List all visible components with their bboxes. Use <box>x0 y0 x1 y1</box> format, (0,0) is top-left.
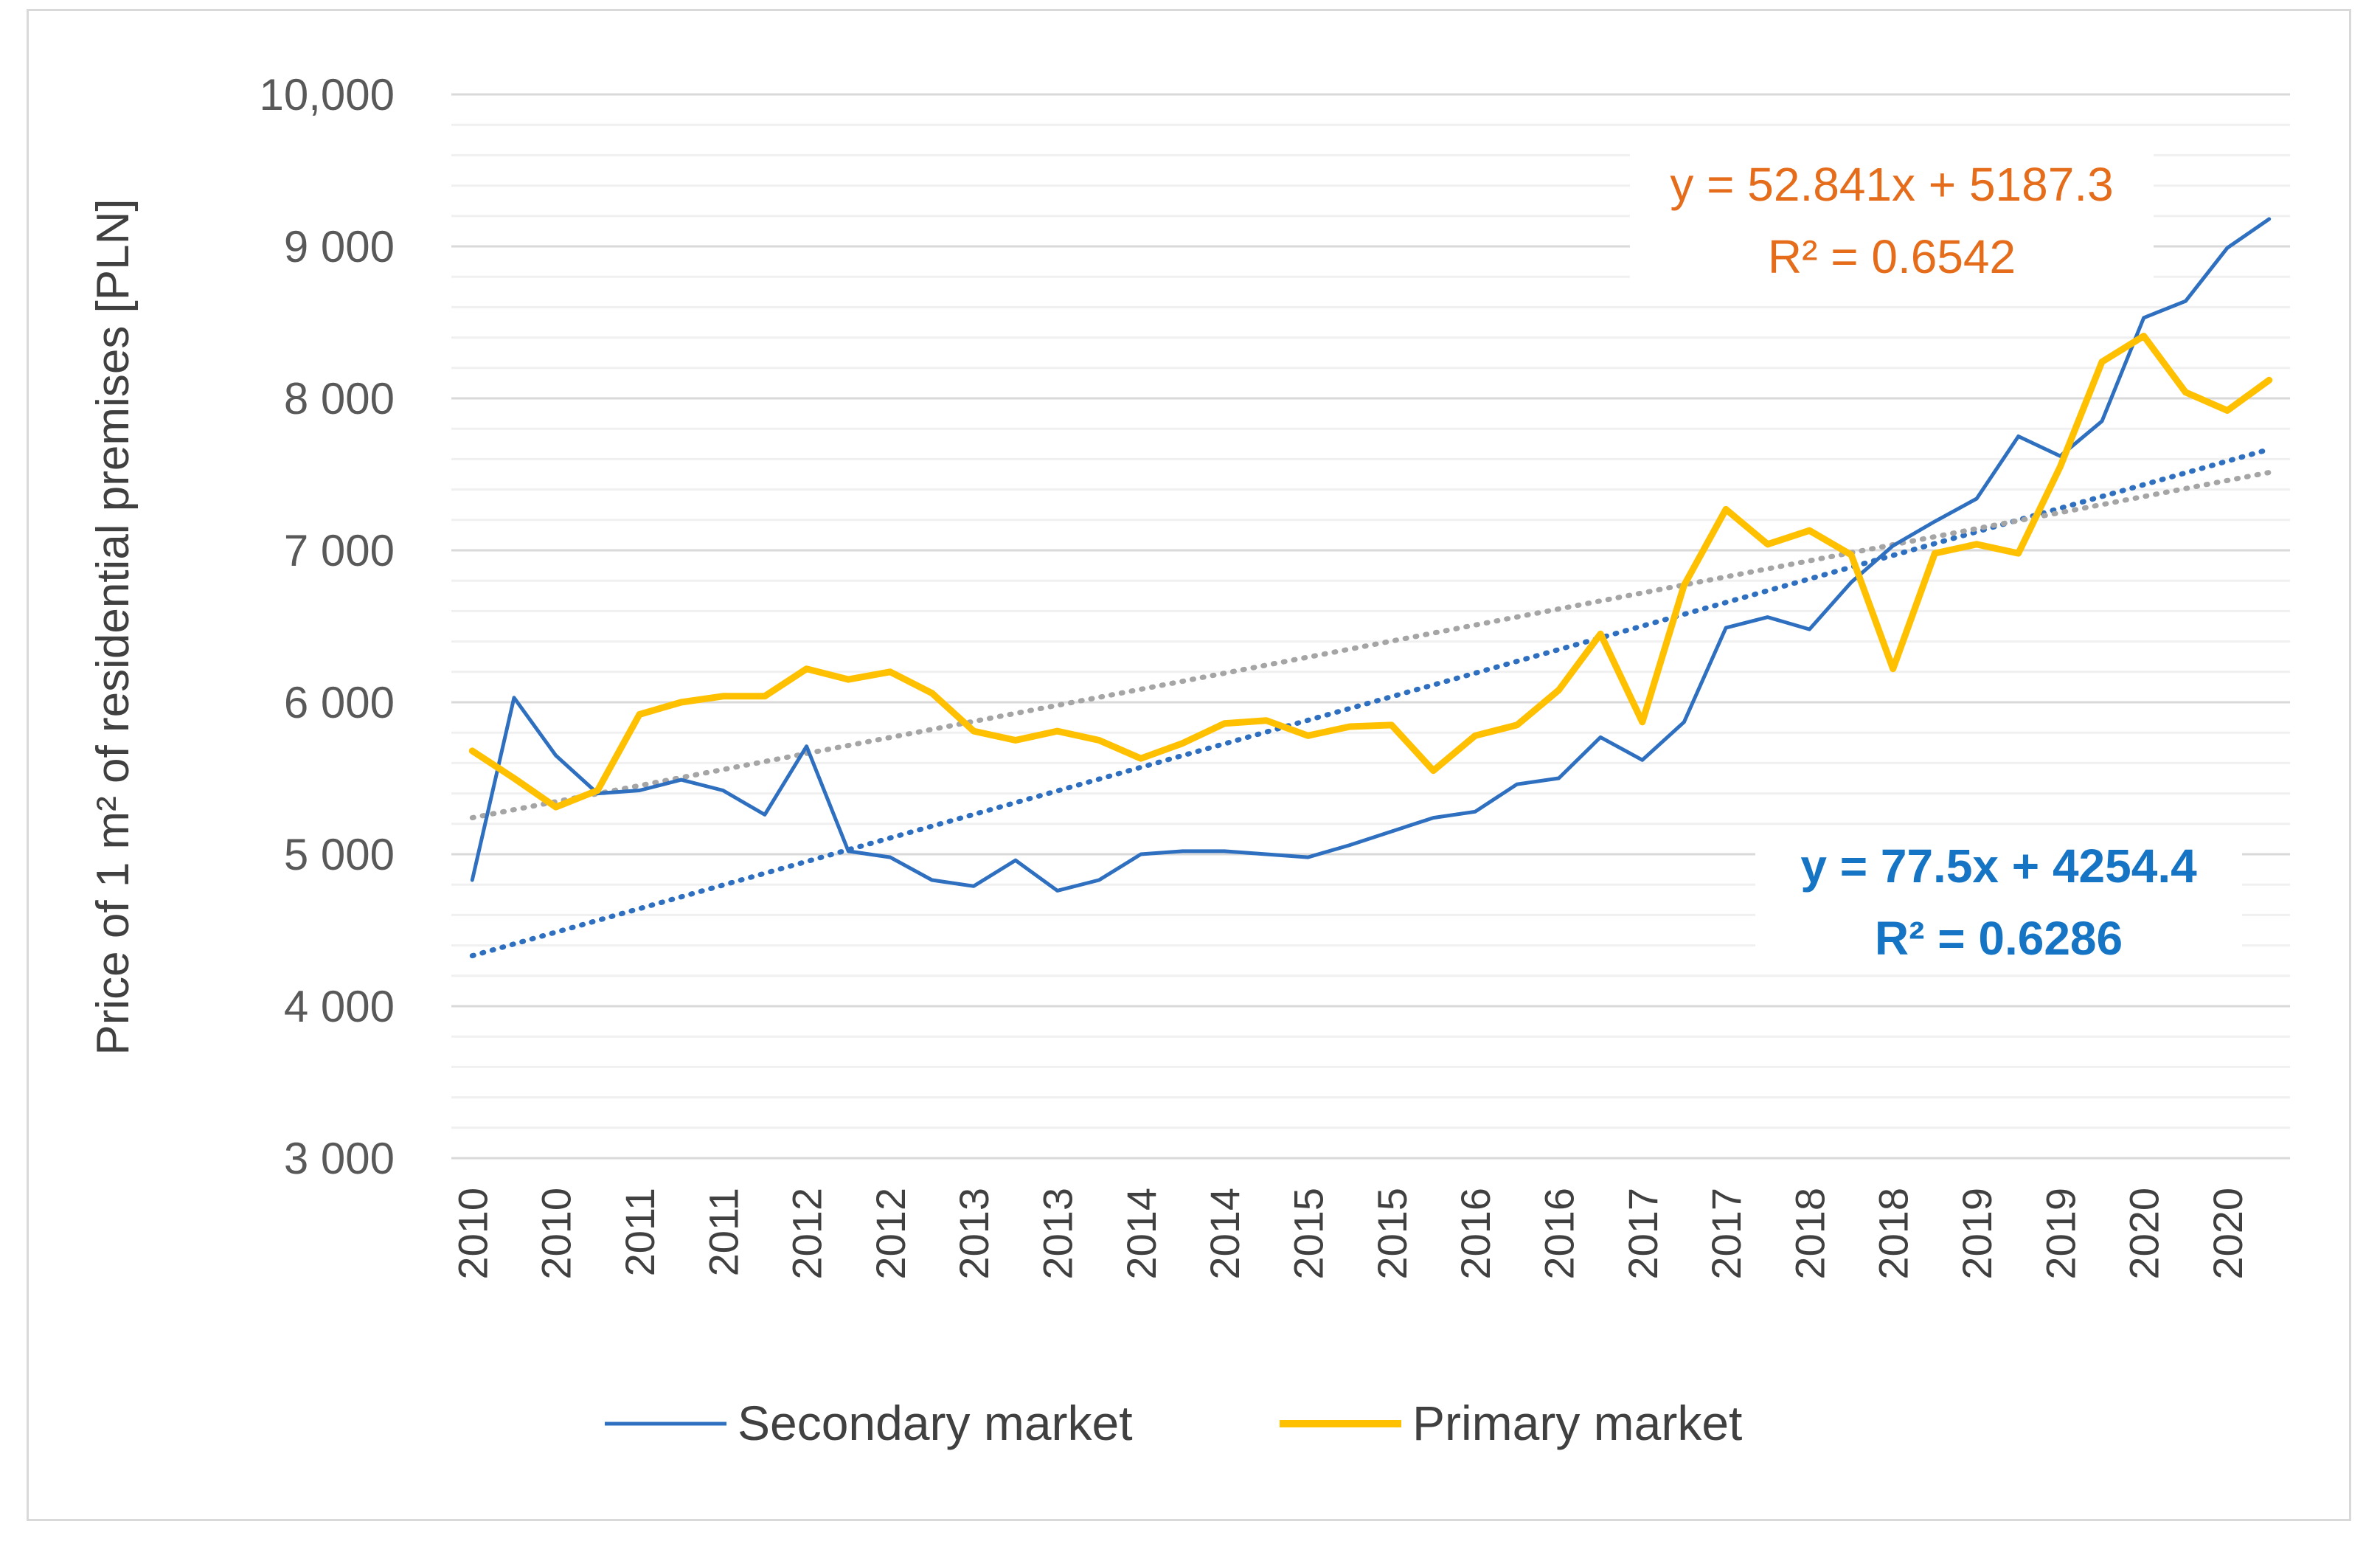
x-tick-label: 2010 <box>449 1188 496 1280</box>
x-tick-label: 2016 <box>1536 1188 1582 1280</box>
trendline-primary-market <box>469 469 2272 821</box>
primary-trend-equation: y = 52.841x + 5187.3 <box>1670 158 2113 211</box>
x-tick-label: 2015 <box>1286 1188 1332 1280</box>
x-tick-label: 2012 <box>784 1188 830 1280</box>
series-line-primary-market <box>468 333 2273 811</box>
x-axis-ticks: 2010 2010 2011 2011 2012 2012 2013 2013 2014 2014… <box>449 1188 2251 1280</box>
x-tick-label: 2019 <box>1954 1188 2000 1280</box>
y-axis-ticks: 3 000 4 000 5 000 6 000 7 000 8 000 9 000 10,00… <box>259 70 395 1183</box>
x-tick-label: 2020 <box>2121 1188 2168 1280</box>
primary-trend-r2: R² = 0.6542 <box>1768 230 2016 283</box>
trendlines <box>469 446 2272 959</box>
x-tick-label: 2017 <box>1703 1188 1749 1280</box>
primary-trend-equation-box: y = 52.841x + 5187.3 R² = 0.6542 <box>1630 148 2154 295</box>
secondary-trend-equation-box: y = 77.5x + 4254.4 R² = 0.6286 <box>1755 826 2242 974</box>
y-tick-label: 4 000 <box>284 982 395 1031</box>
x-tick-label: 2012 <box>867 1188 914 1280</box>
y-tick-label: 6 000 <box>284 678 395 727</box>
y-tick-label: 10,000 <box>259 70 395 120</box>
y-tick-label: 5 000 <box>284 830 395 879</box>
x-tick-label: 2013 <box>951 1188 997 1280</box>
x-tick-label: 2010 <box>533 1188 580 1280</box>
x-tick-label: 2017 <box>1620 1188 1666 1280</box>
x-tick-label: 2020 <box>2204 1188 2251 1280</box>
legend-label-primary: Primary market <box>1412 1396 1742 1450</box>
x-tick-label: 2015 <box>1369 1188 1415 1280</box>
y-axis-label: Price of 1 m² of residential premises [P… <box>88 198 139 1055</box>
x-tick-label: 2019 <box>2037 1188 2084 1280</box>
x-tick-label: 2011 <box>700 1188 746 1276</box>
y-tick-label: 9 000 <box>284 222 395 271</box>
secondary-trend-r2: R² = 0.6286 <box>1875 912 2123 965</box>
x-tick-label: 2014 <box>1118 1188 1165 1280</box>
series-line-secondary-market <box>470 217 2272 893</box>
x-tick-label: 2016 <box>1452 1188 1499 1280</box>
trendline-secondary-market <box>469 446 2272 959</box>
x-tick-label: 2014 <box>1201 1188 1248 1280</box>
x-tick-label: 2011 <box>617 1188 663 1276</box>
legend-label-secondary: Secondary market <box>738 1396 1133 1450</box>
y-tick-label: 7 000 <box>284 526 395 575</box>
x-tick-label: 2013 <box>1035 1188 1081 1280</box>
x-tick-label: 2018 <box>1870 1188 1917 1280</box>
legend: Secondary market Primary market <box>605 1396 1742 1450</box>
series-lines <box>468 217 2273 893</box>
y-tick-label: 3 000 <box>284 1134 395 1183</box>
secondary-trend-equation: y = 77.5x + 4254.4 <box>1800 839 2197 893</box>
x-tick-label: 2018 <box>1786 1188 1833 1280</box>
y-tick-label: 8 000 <box>284 374 395 423</box>
